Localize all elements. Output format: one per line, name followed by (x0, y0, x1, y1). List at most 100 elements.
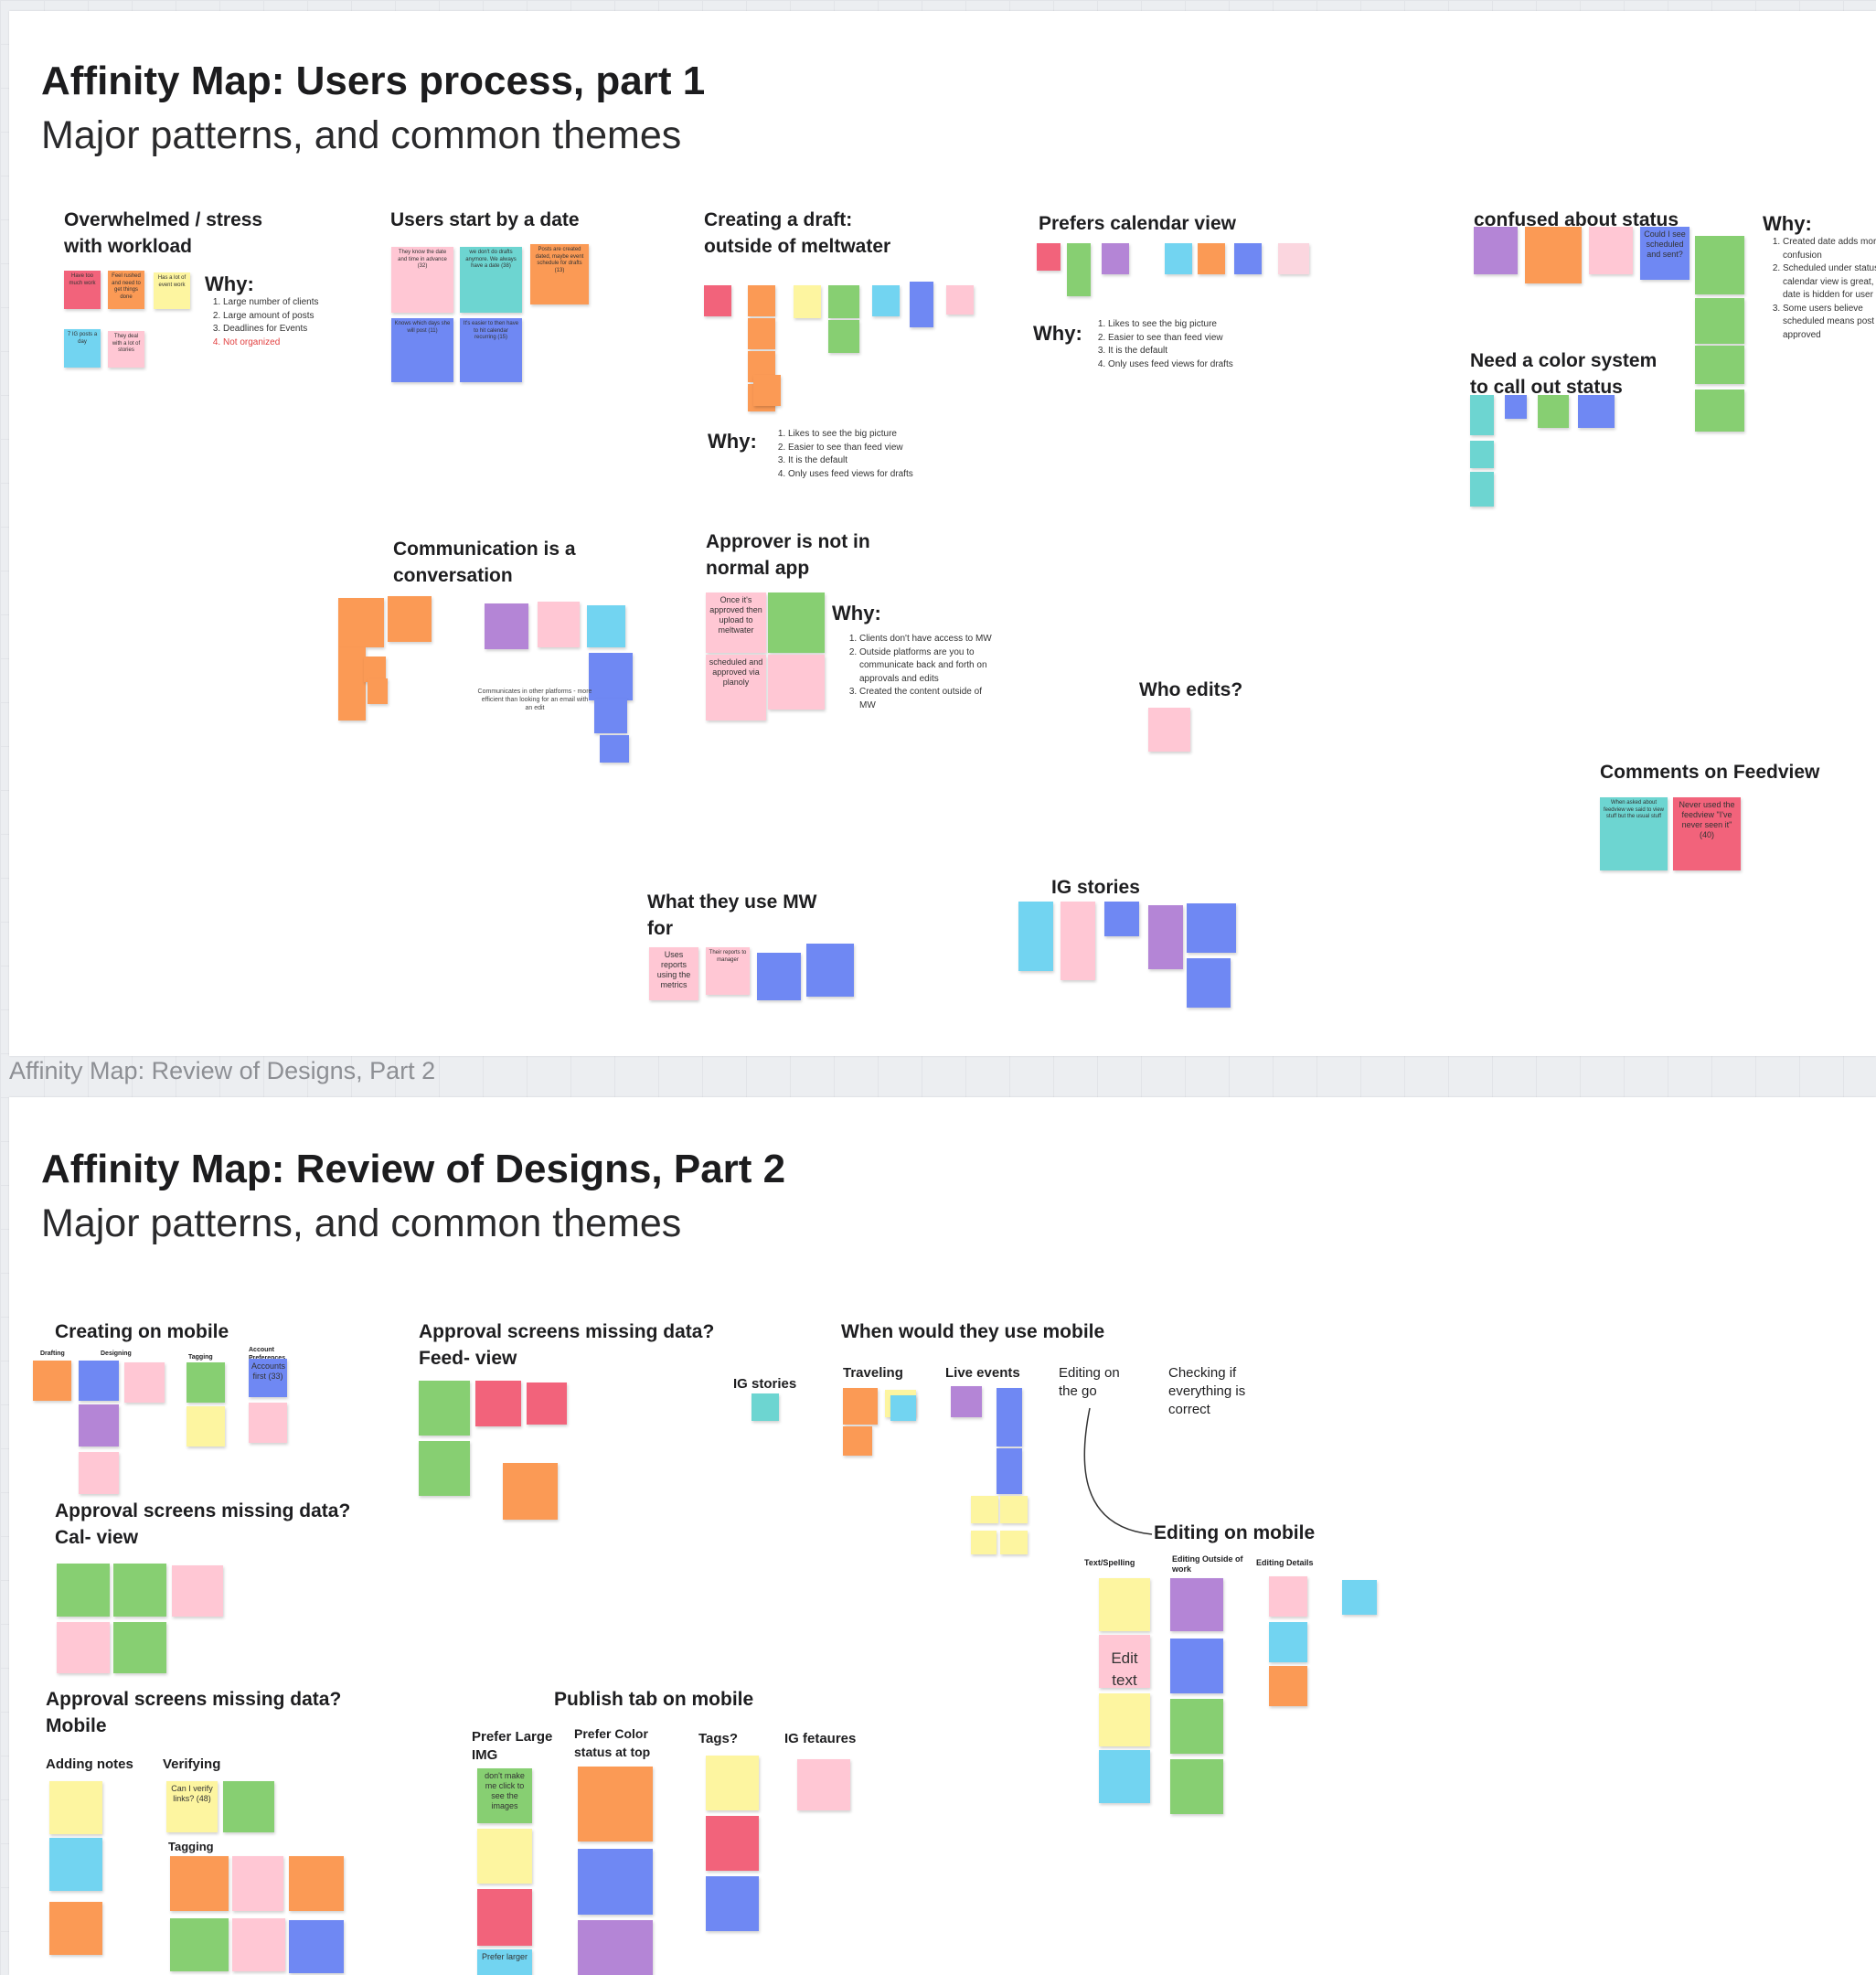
cluster-title-ig-stories[interactable]: IG stories (1051, 877, 1140, 898)
sticky-note[interactable]: scheduled and approved via planoly (706, 655, 766, 721)
sticky-note[interactable] (872, 285, 900, 316)
sticky-note[interactable] (289, 1856, 344, 1911)
sticky-note[interactable] (1099, 1578, 1150, 1631)
sticky-note[interactable] (1165, 243, 1192, 274)
sticky-note[interactable] (753, 375, 781, 406)
sticky-note[interactable] (79, 1361, 119, 1401)
sticky-note[interactable] (828, 285, 859, 318)
sticky-note[interactable] (706, 1876, 759, 1931)
sticky-note[interactable] (971, 1531, 997, 1554)
sticky-note[interactable] (1170, 1699, 1223, 1754)
sticky-note[interactable] (1099, 1750, 1150, 1803)
sticky-note[interactable] (503, 1463, 558, 1520)
cluster-title-approval-mobile[interactable]: Approval screens missing data? Mobile (46, 1689, 342, 1736)
sticky-note[interactable] (33, 1361, 71, 1401)
sticky-note[interactable] (1000, 1531, 1028, 1554)
sticky-note[interactable] (797, 1759, 850, 1810)
sticky-note[interactable] (113, 1564, 166, 1617)
sticky-note[interactable] (485, 603, 528, 649)
sticky-note[interactable] (1269, 1576, 1307, 1617)
sticky-note[interactable] (1018, 902, 1053, 971)
cluster-title-approval-feed[interactable]: Approval screens missing data? Feed- vie… (419, 1321, 715, 1369)
sticky-note[interactable] (1505, 395, 1527, 419)
sticky-note[interactable] (589, 653, 633, 700)
sticky-note[interactable]: Never used the feedview "I've never seen… (1673, 797, 1741, 870)
sticky-note[interactable] (338, 598, 384, 647)
sticky-note[interactable] (1695, 298, 1744, 344)
sticky-note[interactable]: Uses reports using the metrics (649, 947, 698, 1000)
sticky-note[interactable] (748, 318, 775, 349)
sticky-note[interactable] (946, 285, 974, 315)
sticky-note[interactable] (1148, 905, 1183, 969)
sticky-note[interactable] (997, 1448, 1022, 1494)
sticky-note[interactable] (1525, 227, 1582, 283)
sticky-note[interactable] (1198, 243, 1225, 274)
sticky-note[interactable] (1170, 1578, 1223, 1631)
cluster-title-who-edits[interactable]: Who edits? (1139, 679, 1243, 700)
sticky-note[interactable] (1061, 902, 1095, 980)
sticky-note[interactable]: They deal with a lot of stories (108, 331, 144, 368)
sticky-note[interactable] (1470, 395, 1494, 435)
sticky-note[interactable] (124, 1362, 165, 1403)
sticky-note[interactable] (1102, 243, 1129, 274)
cluster-title-publish[interactable]: Publish tab on mobile (554, 1689, 754, 1710)
sticky-note[interactable] (890, 1395, 916, 1421)
sticky-note[interactable]: we don't do drafts anymore. We always ha… (460, 247, 522, 313)
sticky-note[interactable] (1538, 395, 1569, 428)
sticky-note[interactable]: don't make me click to see the images (477, 1768, 532, 1823)
sticky-note[interactable] (475, 1381, 521, 1426)
sticky-note[interactable] (843, 1426, 872, 1456)
board-frame-1[interactable]: Affinity Map: Users process, part 1 Majo… (9, 11, 1876, 1056)
cluster-title-status[interactable]: confused about status (1474, 209, 1679, 230)
sticky-note[interactable]: Feel rushed and need to get things done (108, 271, 144, 309)
sticky-note[interactable] (113, 1622, 166, 1673)
sticky-note[interactable] (1269, 1622, 1307, 1662)
sticky-note[interactable]: Has a lot of event work (154, 272, 190, 309)
sticky-note[interactable] (172, 1565, 223, 1617)
sticky-note[interactable] (578, 1920, 653, 1975)
sticky-note[interactable] (364, 657, 386, 682)
sticky-note[interactable]: Can I verify links? (48) (166, 1781, 218, 1832)
sticky-note[interactable] (757, 953, 801, 1000)
sticky-note[interactable] (538, 602, 580, 647)
cluster-title-overwhelmed[interactable]: Overwhelmed / stress with workload (64, 209, 263, 257)
sticky-note[interactable] (748, 285, 775, 316)
sticky-note[interactable] (768, 655, 825, 710)
sticky-note[interactable]: It's easier to then have to hit calendar… (460, 318, 522, 382)
sticky-note[interactable] (187, 1362, 225, 1403)
sticky-note[interactable] (79, 1404, 119, 1447)
sticky-note[interactable] (1104, 902, 1139, 936)
sticky-note[interactable] (1037, 243, 1061, 271)
sticky-note[interactable] (223, 1781, 274, 1832)
sticky-note[interactable] (578, 1767, 653, 1842)
cluster-title-what-use[interactable]: What they use MW for (647, 891, 817, 939)
sticky-note[interactable] (49, 1902, 102, 1955)
cluster-title-creating-mobile[interactable]: Creating on mobile (55, 1321, 229, 1342)
sticky-note[interactable] (477, 1889, 532, 1946)
sticky-note[interactable] (232, 1918, 285, 1971)
sticky-note[interactable] (1000, 1496, 1028, 1523)
sticky-note[interactable] (828, 320, 859, 353)
sticky-note[interactable] (187, 1406, 225, 1447)
sticky-note[interactable] (1470, 441, 1494, 468)
cluster-title-creating-draft[interactable]: Creating a draft: outside of meltwater (704, 209, 891, 257)
sticky-note[interactable] (1269, 1666, 1307, 1706)
sticky-note[interactable] (971, 1496, 998, 1523)
cluster-title-approver[interactable]: Approver is not in normal app (706, 531, 870, 579)
sticky-note[interactable] (910, 282, 933, 327)
sticky-note[interactable] (600, 735, 629, 763)
sticky-note[interactable]: Once it's approved then upload to meltwa… (706, 592, 766, 653)
cluster-title-color-system[interactable]: Need a color system to call out status (1470, 350, 1657, 398)
sticky-note[interactable] (338, 647, 366, 721)
sticky-note[interactable] (1278, 243, 1309, 274)
sticky-note[interactable] (706, 1816, 759, 1871)
sticky-note[interactable] (587, 605, 625, 647)
sticky-note[interactable] (806, 944, 854, 997)
sticky-note[interactable] (843, 1388, 878, 1425)
sticky-note[interactable]: Their reports to manager (706, 947, 750, 995)
sticky-note[interactable] (57, 1564, 110, 1617)
sticky-note[interactable] (1470, 472, 1494, 507)
cluster-title-start-date[interactable]: Users start by a date (390, 209, 580, 230)
cluster-title-feedview[interactable]: Comments on Feedview (1600, 762, 1820, 783)
sticky-note[interactable] (1234, 243, 1262, 274)
